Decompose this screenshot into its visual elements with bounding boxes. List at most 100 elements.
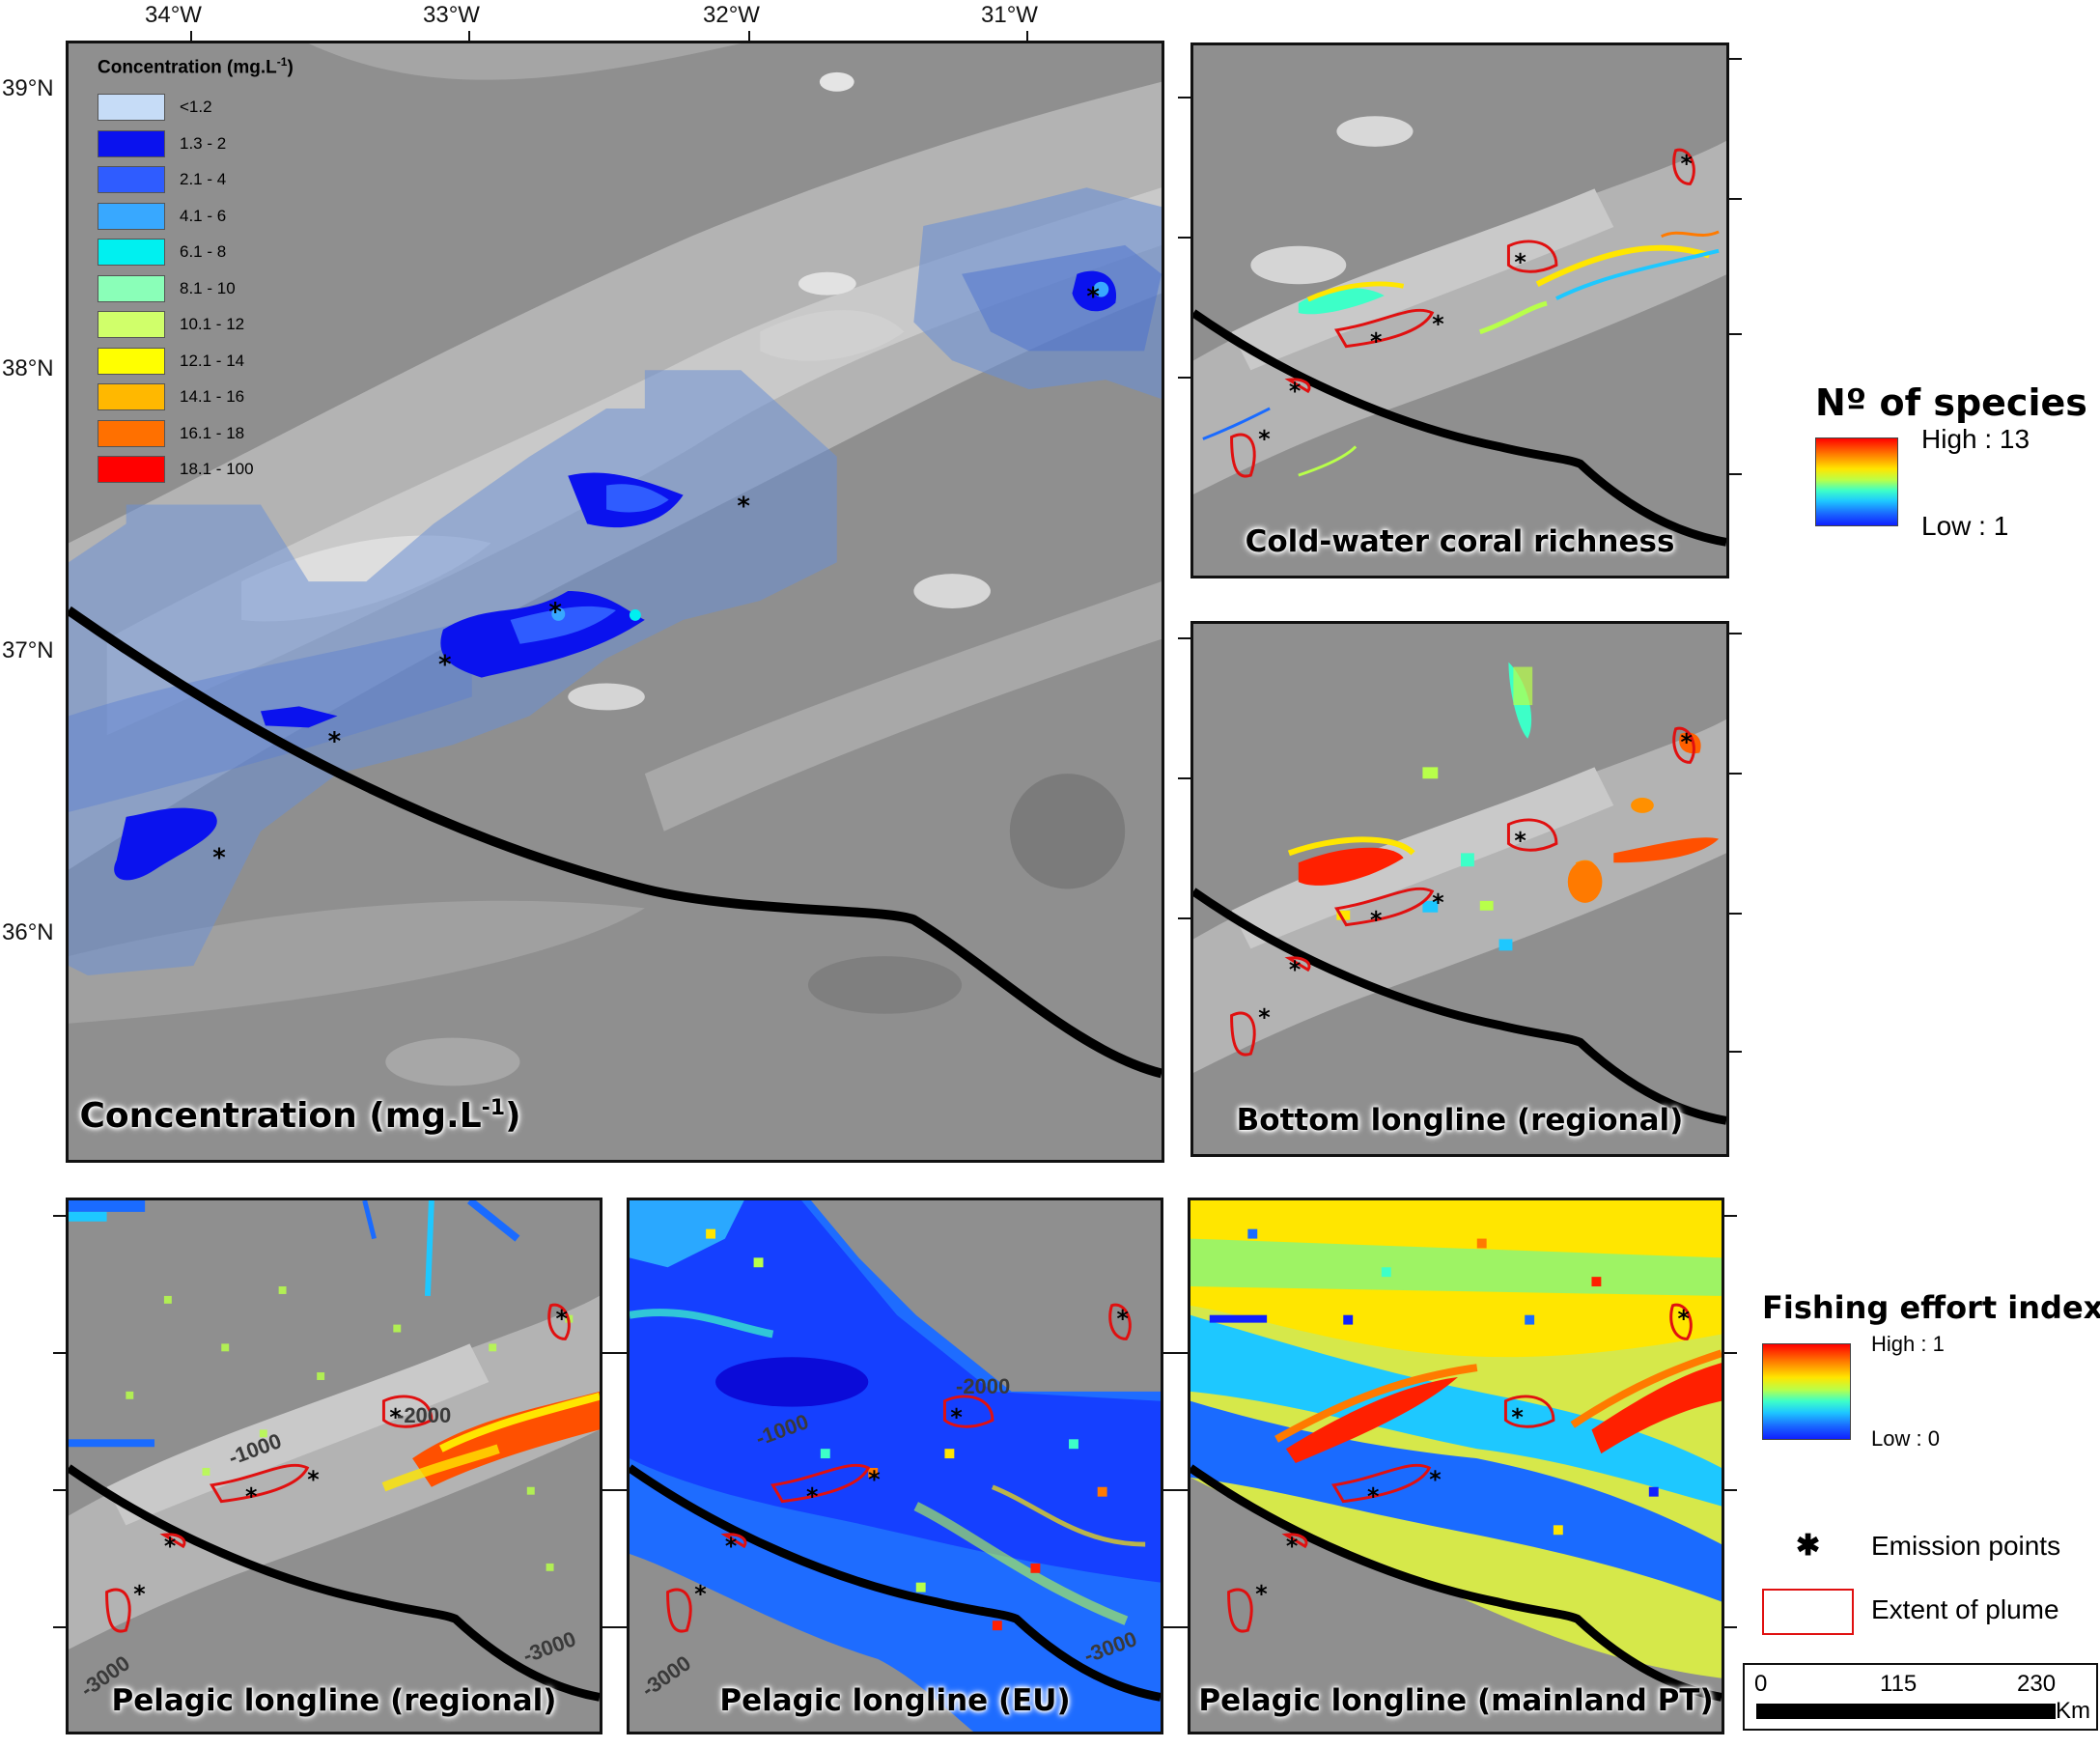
legend-swatch [98,383,165,410]
legend-label: 12.1 - 14 [180,351,245,370]
svg-text:*: * [245,1483,257,1510]
plume-area [69,187,1162,975]
emission-point-icon: ✱ [1796,1530,1821,1562]
lat-tick [1729,58,1742,60]
emission-points: * * * * * * [694,1306,1129,1608]
fishing-color-ramp [1762,1343,1851,1440]
legend-label: 14.1 - 16 [180,387,245,406]
concentration-legend: Concentration (mg.L-1) <1.2 1.3 - 2 2.1 - … [98,55,349,509]
eez-boundary-line [69,1464,600,1702]
svg-text:*: * [389,1403,401,1430]
legend-swatch [98,166,165,193]
svg-text:*: * [1258,1003,1270,1030]
svg-text:*: * [1258,425,1270,452]
svg-text:*: * [555,1306,567,1333]
lat-tick [1178,97,1190,99]
concentration-map: * * * * * * Concentration (mg.L-1) <1.2 1… [66,41,1164,1163]
lat-tick [1729,1051,1742,1053]
emission-points: * * * * * * [133,1306,568,1608]
legend-label: 16.1 - 18 [180,423,245,442]
emission-points: * * * * * * [1258,151,1693,453]
emission-points: * * * * * * [1255,1306,1690,1608]
svg-text:*: * [1289,378,1301,405]
lat-tick [602,1489,627,1491]
species-low-label: Low : 1 [1921,511,2009,541]
svg-text:*: * [725,1533,737,1560]
lat-label-39n: 39°N [2,75,54,101]
svg-text:*: * [212,844,226,873]
pelagic-eu-title: Pelagic longline (EU) [719,1683,1071,1718]
plume-extent-icon [1762,1589,1854,1635]
lat-tick [53,1352,66,1354]
legend-label: 6.1 - 8 [180,242,227,261]
legend-swatch [98,311,165,338]
pelagic-eu-canvas: * * * * * * [630,1200,1161,1732]
svg-text:*: * [328,727,342,756]
emission-points: * * * * * * [1258,729,1693,1031]
svg-text:*: * [164,1533,176,1560]
eez-boundary-line [69,606,1162,1079]
legend-label: 10.1 - 12 [180,315,245,333]
svg-text:*: * [1511,1403,1523,1430]
species-legend-title: Nº of species [1815,381,2087,424]
lat-tick [53,1489,66,1491]
fishing-low-label: Low : 0 [1871,1426,1940,1451]
coral-richness-canvas: * * * * * * [1193,45,1726,576]
lat-tick [53,1215,66,1217]
bottom-longline-canvas: * * * * * * [1193,624,1726,1154]
eez-boundary-line [1193,309,1726,547]
scale-label-0: 0 [1754,1671,1768,1697]
svg-text:*: * [737,492,750,521]
svg-text:*: * [950,1403,962,1430]
plume-outlines [105,1303,571,1633]
lat-tick [1729,198,1742,200]
plume-extent-label: Extent of plume [1871,1594,2059,1624]
lat-tick [1163,1626,1188,1628]
emission-points-label: Emission points [1871,1531,2061,1561]
lat-tick [602,1626,627,1628]
pelagic-regional-panel: * * * * * * -1000 -2000 -3000 -3000 Pela… [66,1198,602,1734]
svg-text:*: * [806,1483,818,1510]
lon-label-31w: 31°W [981,2,1038,28]
legend-swatch [98,202,165,230]
lon-tick [748,31,750,41]
fishing-legend-title: Fishing effort index [1762,1289,2100,1326]
legend-swatch [98,129,165,157]
fishing-high-label: High : 1 [1871,1332,1945,1356]
svg-text:*: * [1514,248,1526,275]
pelagic-pt-panel: * * * * * * Pelagic longline (mainland P… [1188,1198,1724,1734]
legend-label: 18.1 - 100 [180,460,254,478]
eez-boundary-line [630,1464,1161,1702]
lat-tick [1729,333,1742,335]
plume-outlines [1227,1303,1693,1633]
scale-unit: Km [2056,1698,2090,1724]
lat-tick [1163,1352,1188,1354]
eez-boundary-line [1193,888,1726,1125]
svg-text:*: * [1429,1466,1441,1493]
lon-tick [1026,31,1028,41]
svg-text:*: * [1289,956,1301,983]
svg-text:*: * [1286,1533,1298,1560]
svg-text:*: * [1370,907,1382,934]
svg-text:*: * [307,1466,319,1493]
svg-text:*: * [1367,1483,1379,1510]
contour-label: -2000 [956,1374,1011,1398]
svg-text:*: * [1370,328,1382,355]
legend-label: 1.3 - 2 [180,133,227,153]
svg-text:*: * [694,1580,706,1607]
lat-tick [1724,1489,1737,1491]
pelagic-regional-title: Pelagic longline (regional) [111,1683,557,1718]
concentration-legend-title: Concentration (mg.L-1) [98,55,294,78]
lat-tick [1178,377,1190,379]
svg-text:*: * [1432,311,1443,338]
pelagic-pt-title: Pelagic longline (mainland PT) [1198,1683,1714,1718]
plume-outlines [1230,148,1695,478]
legend-swatch [98,456,165,483]
bottom-longline-title: Bottom longline (regional) [1236,1103,1684,1138]
legend-swatch [98,94,165,121]
legend-label: 2.1 - 4 [180,170,227,188]
lat-tick [1724,1215,1737,1217]
legend-label: 4.1 - 6 [180,206,227,225]
lat-tick [53,1626,66,1628]
lat-label-36n: 36°N [2,919,54,945]
